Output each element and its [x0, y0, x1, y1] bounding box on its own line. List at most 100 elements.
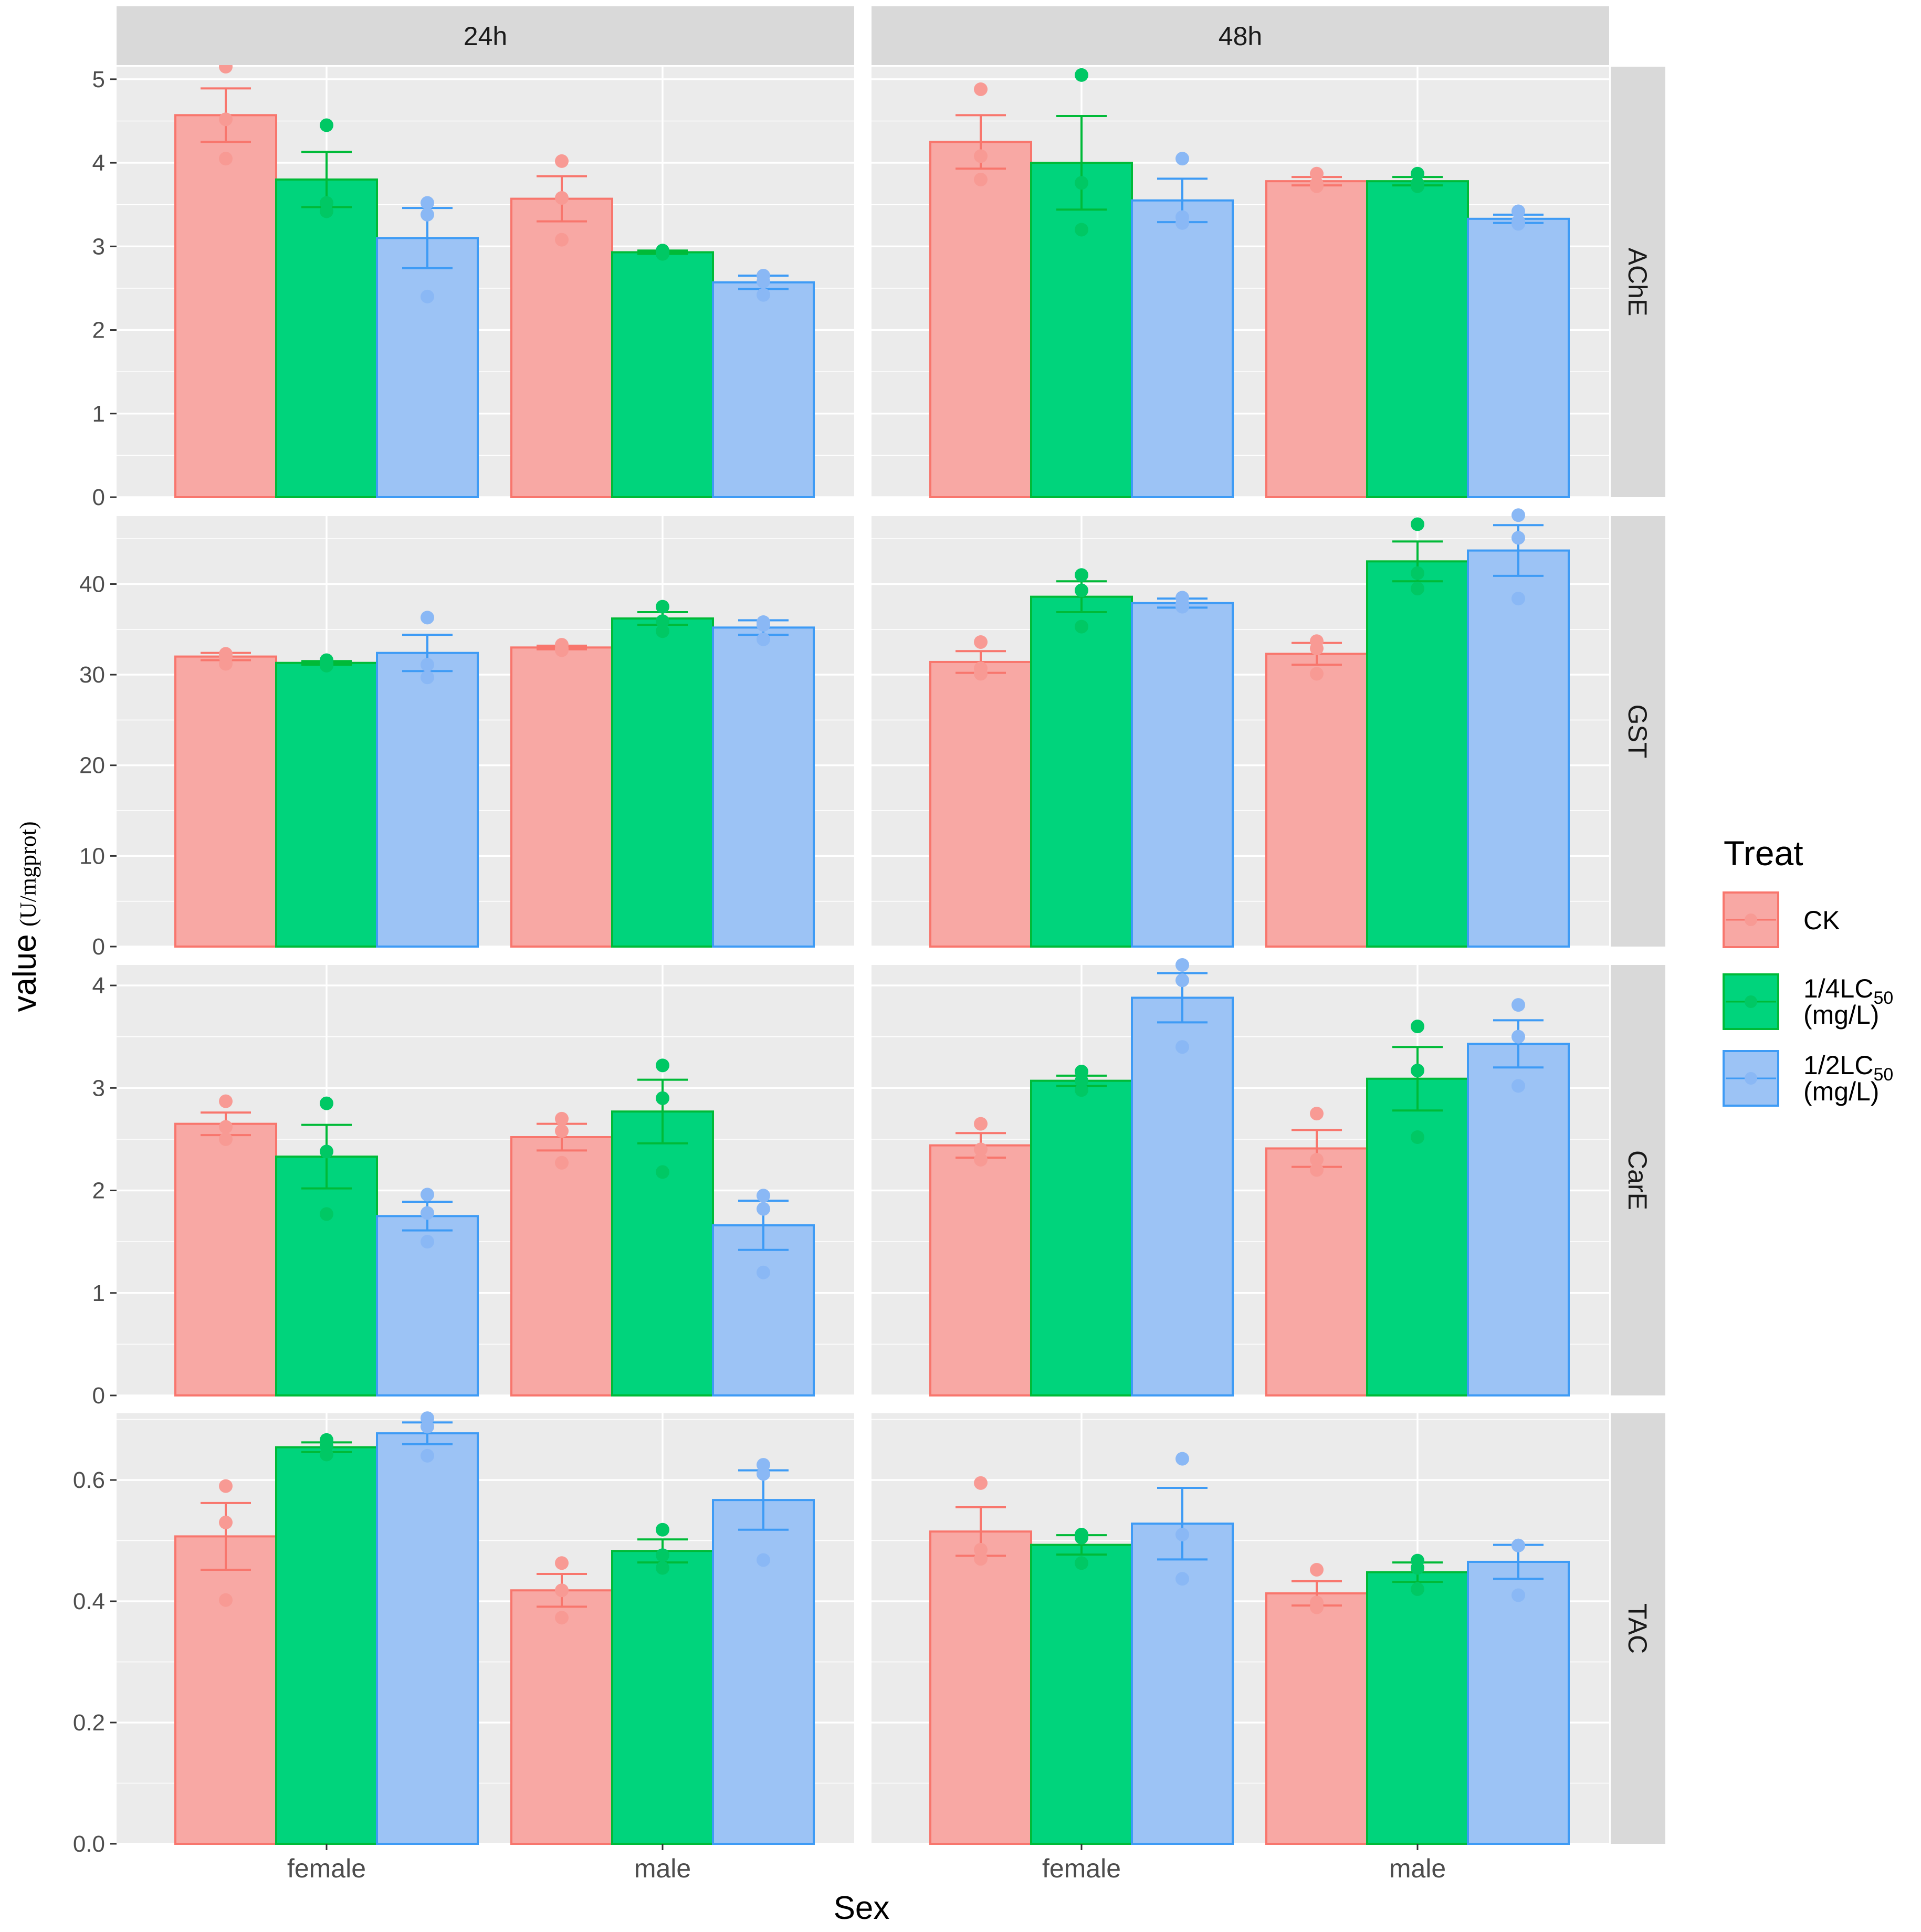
strip-right-TAC: TAC: [1611, 1413, 1665, 1844]
data-point: [1075, 1083, 1088, 1097]
data-point: [320, 1447, 333, 1462]
panel-AChE-24h: [117, 60, 854, 499]
svg-text:value (U/mgprot): value (U/mgprot): [7, 821, 43, 1012]
bar-TAC-24h-male-1/2LC50: [712, 1499, 815, 1845]
data-point: [1075, 223, 1088, 237]
data-point: [974, 667, 988, 681]
data-point: [555, 154, 569, 168]
strip-top-48h: 48h: [872, 6, 1609, 65]
y-tick-label: 10: [79, 843, 105, 869]
data-point: [1075, 568, 1088, 582]
data-point: [555, 1156, 569, 1170]
legend-label-subscript: 50: [1873, 988, 1893, 1008]
x-tick-label: male: [634, 1854, 691, 1883]
bar-GST-24h-female-1/2LC50: [376, 652, 479, 948]
data-point: [320, 1144, 333, 1159]
data-point: [1411, 566, 1424, 580]
data-point: [1310, 179, 1324, 193]
data-point: [421, 670, 434, 685]
bar-TAC-24h-female-1/2LC50: [376, 1432, 479, 1845]
data-point: [219, 1132, 233, 1146]
strip-top-bg: [117, 6, 854, 65]
error-bar: [1157, 1487, 1208, 1561]
strip-right-bg: [1611, 965, 1665, 1395]
y-tick-label: 2: [92, 318, 105, 343]
data-point: [1310, 667, 1324, 681]
strip-right-bg: [1611, 1413, 1665, 1844]
bar-GST-24h-female-1/4LC50: [275, 662, 378, 948]
strip-right-label: GST: [1623, 705, 1652, 759]
legend-label-main: 1/2LC: [1803, 1051, 1873, 1080]
strip-top-label: 48h: [1219, 22, 1262, 51]
data-point: [555, 233, 569, 247]
data-point: [1175, 1527, 1189, 1541]
panel-GST-48h: [872, 508, 1609, 948]
data-point: [757, 618, 770, 632]
data-point: [1411, 1064, 1424, 1078]
legend-key-point: [1745, 995, 1757, 1008]
data-point: [421, 289, 434, 303]
legend-label: 1/4LC50: [1803, 974, 1893, 1008]
data-point: [974, 82, 988, 96]
y-tick-label: 1: [92, 401, 105, 427]
strip-right-bg: [1611, 67, 1665, 497]
panel-CarE-24h: [117, 965, 854, 1397]
y-tick-label: 20: [79, 753, 105, 779]
data-point: [555, 1611, 569, 1625]
data-point: [421, 1206, 434, 1220]
y-tick-label: 0.6: [73, 1467, 105, 1493]
bar-TAC-24h-male-1/4LC50: [611, 1550, 714, 1845]
axes-layer: female male female male 0 1 2 3 4 5 0 10 20 30 40 0 1 2 3 4…: [73, 67, 1446, 1883]
legend-item-1/4LC50: 1/4LC50(mg/L): [1723, 973, 1893, 1030]
panels-layer: [117, 60, 1609, 1845]
data-point: [974, 1476, 988, 1490]
bar-GST-48h-male-1/2LC50: [1467, 549, 1570, 948]
data-point: [1075, 1556, 1088, 1570]
data-point: [1075, 176, 1088, 190]
data-point: [974, 149, 988, 163]
legend: Treat CK1/4LC50(mg/L)1/2LC50(mg/L): [1723, 834, 1893, 1107]
y-tick-label: 40: [79, 571, 105, 597]
data-point: [320, 1207, 333, 1221]
bar-AChE-48h-male-1/2LC50: [1467, 217, 1570, 498]
bar-GST-48h-male-CK: [1265, 653, 1368, 948]
y-axis-title-unit: (U/mgprot): [15, 821, 41, 926]
bar-AChE-48h-male-CK: [1265, 180, 1368, 498]
y-tick-label: 2: [92, 1178, 105, 1204]
data-point: [757, 275, 770, 289]
data-point: [1511, 508, 1525, 522]
y-tick-label: 1: [92, 1280, 105, 1306]
bar-CarE-48h-female-CK: [929, 1144, 1032, 1397]
data-point: [656, 1091, 669, 1105]
y-tick-label: 0.4: [73, 1589, 105, 1614]
bar-AChE-24h-male-CK: [510, 197, 613, 498]
bar-TAC-24h-female-1/4LC50: [275, 1446, 378, 1845]
data-point: [757, 1467, 770, 1481]
data-point: [555, 1111, 569, 1126]
bar-AChE-48h-female-1/2LC50: [1131, 199, 1234, 499]
error-bar: [637, 1078, 688, 1144]
bar-GST-48h-female-1/2LC50: [1131, 602, 1234, 948]
data-point: [1175, 1040, 1189, 1054]
bar-AChE-48h-male-1/4LC50: [1366, 180, 1469, 498]
data-point: [1175, 1572, 1189, 1586]
strips-layer: 24h 48h AChE GST CarE TAC: [117, 6, 1665, 1844]
data-point: [656, 624, 669, 638]
data-point: [320, 658, 333, 673]
bar-CarE-24h-female-CK: [174, 1122, 277, 1397]
data-point: [1511, 1588, 1525, 1602]
bar-GST-48h-female-1/4LC50: [1030, 595, 1133, 948]
data-point: [320, 118, 333, 132]
data-point: [1175, 216, 1189, 230]
data-point: [1411, 1130, 1424, 1144]
data-point: [421, 1188, 434, 1202]
data-point: [219, 1479, 233, 1493]
bar-TAC-48h-male-1/2LC50: [1467, 1560, 1570, 1845]
bar-CarE-24h-male-1/2LC50: [712, 1224, 815, 1397]
data-point: [974, 1117, 988, 1131]
panel-TAC-24h: [117, 1411, 854, 1845]
bar-AChE-24h-female-CK: [174, 114, 277, 499]
data-point: [555, 1124, 569, 1138]
legend-label-subscript: 50: [1873, 1065, 1893, 1085]
panel-CarE-48h: [872, 958, 1609, 1397]
